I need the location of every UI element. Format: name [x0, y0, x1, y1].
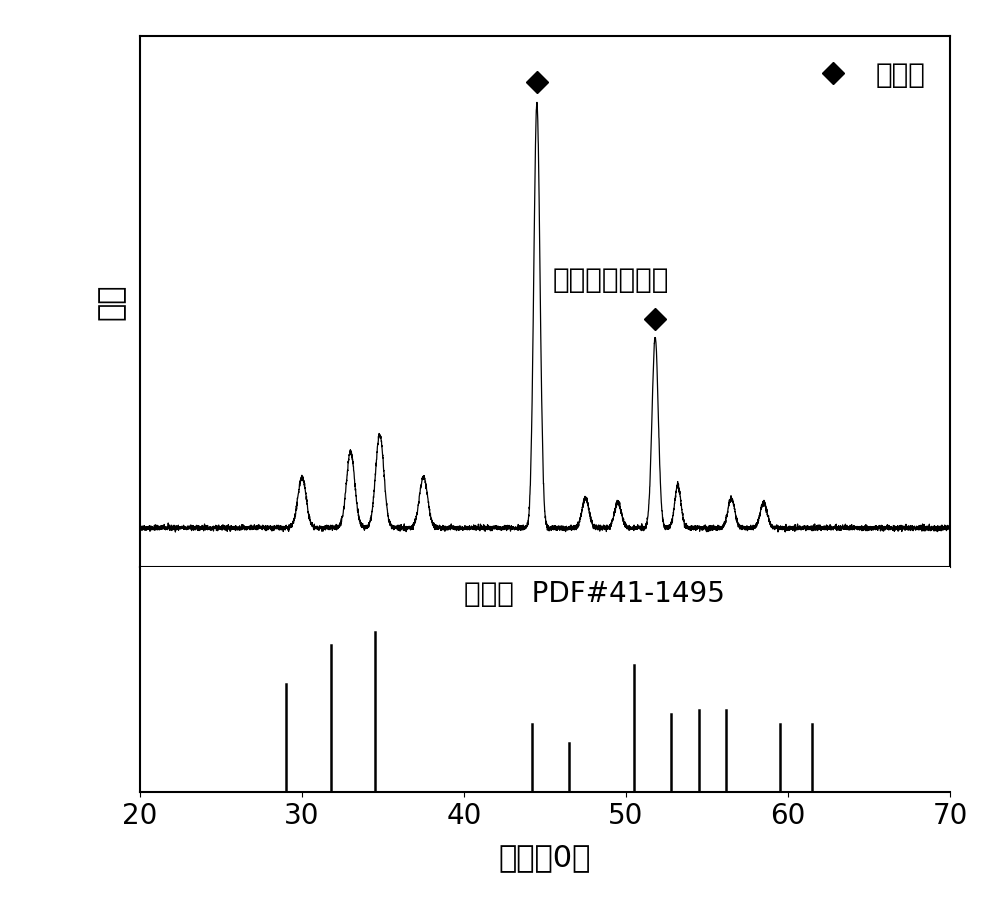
Text: 硒化镍  PDF#41-1495: 硒化镍 PDF#41-1495 — [464, 580, 725, 608]
Y-axis label: 强度: 强度 — [97, 284, 126, 320]
Text: 磷掺杂硒化铁镍: 磷掺杂硒化铁镍 — [553, 266, 669, 294]
Legend: 泡沫镍: 泡沫镍 — [795, 50, 936, 100]
X-axis label: 角度（0）: 角度（0） — [499, 843, 591, 873]
